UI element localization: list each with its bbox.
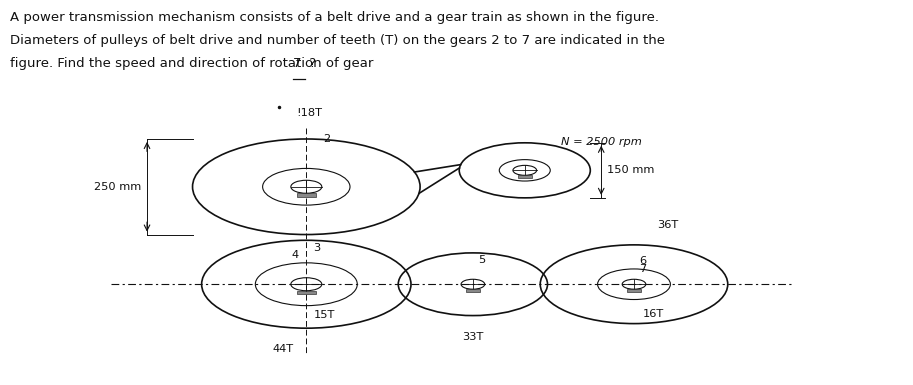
Text: 16T: 16T: [643, 309, 665, 319]
Bar: [297, 193, 316, 197]
Text: 33T: 33T: [462, 331, 484, 341]
Bar: [466, 289, 480, 292]
Text: 44T: 44T: [273, 344, 294, 354]
Text: figure. Find the speed and direction of rotation of gear: figure. Find the speed and direction of …: [10, 57, 378, 70]
Text: 3: 3: [313, 243, 320, 253]
Text: 5: 5: [478, 255, 486, 265]
Text: ?: ?: [305, 57, 316, 70]
Text: N = 2500 rpm: N = 2500 rpm: [561, 137, 642, 147]
Text: Diameters of pulleys of belt drive and number of teeth (T) on the gears 2 to 7 a: Diameters of pulleys of belt drive and n…: [10, 34, 666, 47]
Text: 2: 2: [322, 134, 330, 144]
Text: 36T: 36T: [656, 219, 678, 229]
Text: 150 mm: 150 mm: [606, 165, 654, 175]
Text: 7: 7: [293, 57, 302, 70]
Text: 7: 7: [639, 263, 646, 273]
Bar: [518, 175, 532, 178]
Bar: [627, 289, 641, 292]
Text: !18T: !18T: [296, 108, 322, 118]
Text: 250 mm: 250 mm: [94, 182, 142, 192]
Text: 15T: 15T: [313, 310, 335, 320]
Bar: [297, 291, 316, 294]
Text: 6: 6: [639, 256, 646, 266]
Text: 4: 4: [292, 250, 299, 260]
Text: A power transmission mechanism consists of a belt drive and a gear train as show: A power transmission mechanism consists …: [10, 11, 659, 24]
